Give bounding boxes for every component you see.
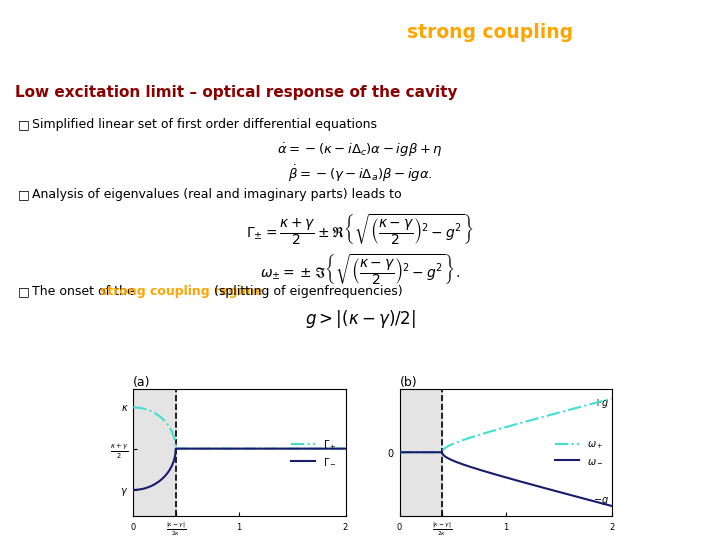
$\Gamma_+$ <box>244 446 253 452</box>
$\Gamma_-$ <box>129 487 138 493</box>
$\Gamma_+$ <box>336 446 345 452</box>
Bar <box>133 389 176 516</box>
$\Gamma_+$ <box>256 446 264 452</box>
Text: $g > |(\kappa - \gamma)/2|$: $g > |(\kappa - \gamma)/2|$ <box>305 308 415 330</box>
$\Gamma_-$ <box>336 446 345 452</box>
Text: □: □ <box>18 118 30 131</box>
$\Gamma_-$ <box>303 446 312 452</box>
$\Gamma_-$ <box>231 446 240 452</box>
Text: $\omega_{\pm} = \pm\mathfrak{I}\left\{\sqrt{\left(\dfrac{\kappa - \gamma}{2}\rig: $\omega_{\pm} = \pm\mathfrak{I}\left\{\s… <box>260 252 460 287</box>
Text: The onset of the: The onset of the <box>32 285 139 298</box>
$\Gamma_+$ <box>341 446 350 452</box>
$\omega_+$ <box>570 406 578 412</box>
Line: $\omega_-$: $\omega_-$ <box>400 453 612 506</box>
$\omega_+$ <box>496 426 505 432</box>
$\omega_-$ <box>498 473 506 480</box>
$\Gamma_-$ <box>230 446 239 452</box>
Line: $\omega_+$: $\omega_+$ <box>400 399 612 453</box>
Text: Cavity-TLS optical linear response –: Cavity-TLS optical linear response – <box>13 23 395 42</box>
Text: □: □ <box>18 188 30 201</box>
Line: $\Gamma_-$: $\Gamma_-$ <box>133 449 346 490</box>
$\omega_+$ <box>608 395 616 402</box>
Text: $\dot{\alpha} = -(\kappa - i\Delta_c)\alpha - ig\beta + \eta$: $\dot{\alpha} = -(\kappa - i\Delta_c)\al… <box>277 142 443 159</box>
$\Gamma_+$ <box>231 446 240 452</box>
Legend: $\omega_+$, $\omega_-$: $\omega_+$, $\omega_-$ <box>551 435 607 469</box>
$\omega_-$ <box>510 477 519 483</box>
$\omega_-$ <box>395 449 404 456</box>
$\Gamma_+$ <box>303 446 312 452</box>
Text: Analysis of eigenvalues (real and imaginary parts) leads to: Analysis of eigenvalues (real and imagin… <box>32 188 402 201</box>
Text: $+g$: $+g$ <box>593 397 609 410</box>
Text: (b): (b) <box>400 376 417 389</box>
$\omega_-$ <box>496 472 505 479</box>
$\omega_+$ <box>603 396 611 403</box>
Line: $\Gamma_+$: $\Gamma_+$ <box>133 407 346 449</box>
$\omega_+$ <box>522 418 531 425</box>
Legend: $\Gamma_+$, $\Gamma_-$: $\Gamma_+$, $\Gamma_-$ <box>287 434 341 470</box>
Text: $-g$: $-g$ <box>593 495 609 507</box>
Text: $\Gamma_{\pm} = \dfrac{\kappa + \gamma}{2} \pm \mathfrak{R}\left\{\sqrt{\left(\d: $\Gamma_{\pm} = \dfrac{\kappa + \gamma}{… <box>246 212 474 247</box>
$\Gamma_-$ <box>171 446 180 452</box>
Bar <box>400 389 442 516</box>
$\omega_-$ <box>608 503 616 509</box>
$\omega_-$ <box>603 502 611 508</box>
$\omega_+$ <box>395 449 404 456</box>
$\Gamma_+$ <box>230 446 239 452</box>
Text: Low excitation limit – optical response of the cavity: Low excitation limit – optical response … <box>15 85 457 100</box>
Text: (a): (a) <box>133 376 150 389</box>
$\omega_-$ <box>570 492 578 499</box>
$\omega_-$ <box>522 480 531 486</box>
Text: (splitting of eigenfrequencies): (splitting of eigenfrequencies) <box>210 285 402 298</box>
$\Gamma_+$ <box>129 404 138 410</box>
$\Gamma_-$ <box>341 446 350 452</box>
$\Gamma_+$ <box>171 446 180 452</box>
Text: strong coupling regime: strong coupling regime <box>100 285 263 298</box>
$\omega_+$ <box>510 421 519 428</box>
$\Gamma_-$ <box>244 446 253 452</box>
Text: Simplified linear set of first order differential equations: Simplified linear set of first order dif… <box>32 118 377 131</box>
$\Gamma_-$ <box>256 446 264 452</box>
$\omega_+$ <box>498 425 506 431</box>
Text: $\dot{\beta} = -(\gamma - i\Delta_a)\beta - ig\alpha.$: $\dot{\beta} = -(\gamma - i\Delta_a)\bet… <box>288 164 432 185</box>
Text: □: □ <box>18 285 30 298</box>
Text: strong coupling: strong coupling <box>407 23 573 42</box>
